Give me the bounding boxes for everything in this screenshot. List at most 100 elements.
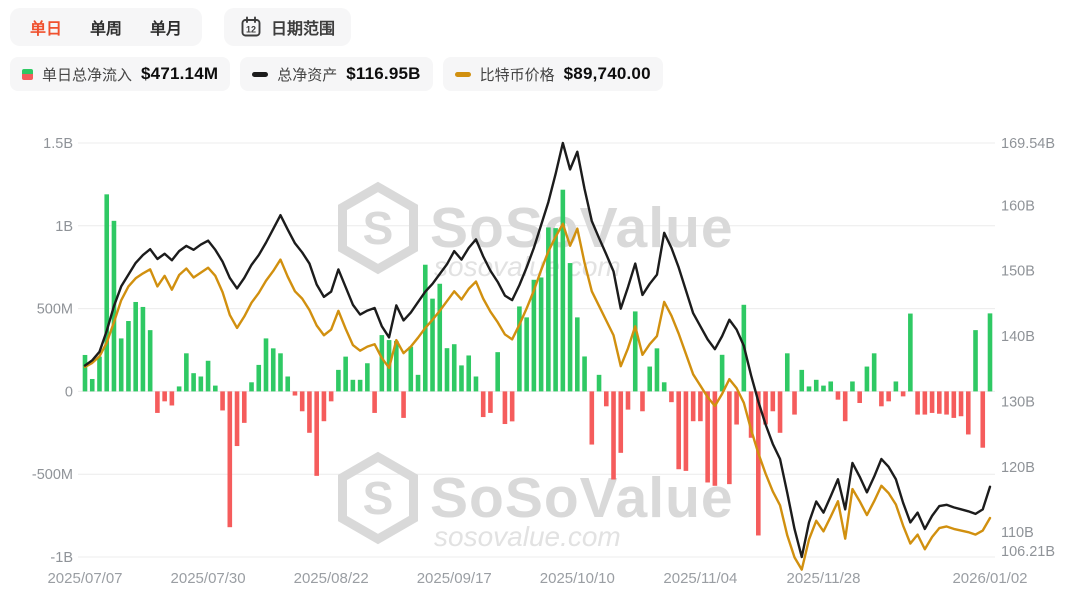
flow-bar[interactable] bbox=[531, 279, 537, 392]
flow-bar[interactable] bbox=[625, 391, 631, 410]
flow-bar[interactable] bbox=[850, 381, 855, 392]
flow-bar[interactable] bbox=[770, 391, 776, 412]
flow-bar[interactable] bbox=[603, 391, 609, 407]
flow-bar[interactable] bbox=[140, 306, 146, 392]
flow-bar[interactable] bbox=[191, 373, 196, 392]
flow-bar[interactable] bbox=[89, 378, 95, 392]
flow-bar[interactable] bbox=[582, 356, 587, 392]
flow-bar[interactable] bbox=[987, 313, 993, 392]
flow-bar[interactable] bbox=[292, 391, 298, 396]
flow-bar[interactable] bbox=[82, 354, 88, 392]
flow-bar[interactable] bbox=[611, 391, 616, 480]
flow-bar[interactable] bbox=[893, 381, 899, 392]
flow-bar[interactable] bbox=[278, 353, 283, 392]
flow-bar[interactable] bbox=[828, 381, 834, 392]
legend-total-net-assets[interactable]: 总净资产 $116.95B bbox=[240, 57, 433, 91]
flow-bar[interactable] bbox=[321, 391, 327, 422]
flow-bar[interactable] bbox=[799, 369, 805, 392]
flow-bar[interactable] bbox=[575, 317, 580, 392]
flow-bar[interactable] bbox=[451, 344, 457, 392]
flow-bar[interactable] bbox=[864, 366, 870, 392]
flow-bar[interactable] bbox=[973, 330, 978, 392]
flow-bar[interactable] bbox=[488, 391, 493, 413]
flow-bar[interactable] bbox=[813, 379, 819, 392]
flow-bar[interactable] bbox=[394, 340, 399, 392]
flow-bar[interactable] bbox=[690, 391, 696, 422]
flow-bar[interactable] bbox=[343, 356, 348, 392]
flow-bar[interactable] bbox=[596, 374, 602, 392]
flow-bar[interactable] bbox=[951, 391, 957, 418]
legend-btc-price[interactable]: 比特币价格 $89,740.00 bbox=[442, 57, 663, 91]
flow-bar[interactable] bbox=[676, 391, 681, 470]
flow-bar[interactable] bbox=[184, 353, 189, 392]
flow-bar[interactable] bbox=[683, 391, 689, 471]
flow-bar[interactable] bbox=[350, 379, 356, 392]
flow-bar[interactable] bbox=[198, 376, 204, 392]
flow-bar[interactable] bbox=[922, 391, 928, 415]
tab-monthly[interactable]: 单月 bbox=[136, 11, 196, 43]
flow-bar[interactable] bbox=[857, 391, 862, 403]
flow-bar[interactable] bbox=[249, 382, 254, 392]
flow-bar[interactable] bbox=[176, 386, 182, 392]
flow-bar[interactable] bbox=[357, 379, 363, 392]
date-range-button[interactable]: 12 日期范围 bbox=[224, 8, 352, 46]
flow-bar[interactable] bbox=[908, 313, 913, 392]
flow-bar[interactable] bbox=[879, 391, 884, 407]
flow-bar[interactable] bbox=[958, 391, 964, 417]
flow-bar[interactable] bbox=[705, 391, 710, 483]
flow-bar[interactable] bbox=[538, 277, 544, 392]
flow-bar[interactable] bbox=[104, 194, 110, 392]
flow-bar[interactable] bbox=[727, 391, 732, 485]
flow-bar[interactable] bbox=[336, 369, 341, 392]
flow-bar[interactable] bbox=[835, 391, 841, 400]
flow-bar[interactable] bbox=[495, 352, 500, 392]
flow-bar[interactable] bbox=[256, 364, 262, 392]
flow-bar[interactable] bbox=[480, 391, 486, 418]
flow-bar[interactable] bbox=[430, 298, 435, 392]
flow-bar[interactable] bbox=[567, 263, 573, 392]
flow-bar[interactable] bbox=[365, 363, 370, 392]
flow-bar[interactable] bbox=[669, 391, 674, 403]
flow-bar[interactable] bbox=[415, 374, 421, 392]
flow-bar[interactable] bbox=[654, 348, 660, 392]
flow-bar[interactable] bbox=[155, 391, 160, 413]
flow-bar[interactable] bbox=[777, 391, 783, 433]
flow-bar[interactable] bbox=[560, 189, 566, 392]
flow-bar[interactable] bbox=[980, 391, 986, 448]
flow-bar[interactable] bbox=[806, 386, 812, 392]
flow-bar[interactable] bbox=[408, 346, 414, 392]
flow-bar[interactable] bbox=[517, 306, 522, 392]
legend-daily-net-inflow[interactable]: 单日总净流入 $471.14M bbox=[10, 57, 231, 91]
flow-bar[interactable] bbox=[162, 391, 167, 402]
flow-bar[interactable] bbox=[444, 348, 450, 392]
flow-bar[interactable] bbox=[929, 391, 935, 413]
btc-price-line[interactable] bbox=[83, 222, 992, 571]
flow-bar[interactable] bbox=[509, 391, 515, 422]
flow-bar[interactable] bbox=[719, 354, 725, 392]
flow-bar[interactable] bbox=[97, 356, 102, 392]
flow-bar[interactable] bbox=[372, 391, 377, 413]
flow-bar[interactable] bbox=[712, 391, 718, 486]
flow-bar[interactable] bbox=[553, 228, 558, 392]
flow-bar[interactable] bbox=[698, 391, 703, 422]
flow-bar[interactable] bbox=[437, 283, 443, 392]
flow-bar[interactable] bbox=[589, 391, 595, 445]
flow-bar[interactable] bbox=[632, 311, 638, 392]
flow-bar[interactable] bbox=[205, 360, 211, 392]
flow-bar[interactable] bbox=[965, 391, 971, 435]
flow-bar[interactable] bbox=[756, 391, 761, 536]
flow-bar[interactable] bbox=[915, 391, 920, 415]
flow-bar[interactable] bbox=[763, 391, 768, 425]
flow-bar[interactable] bbox=[126, 321, 131, 392]
flow-bar[interactable] bbox=[886, 391, 891, 402]
flow-bar[interactable] bbox=[618, 391, 624, 453]
flow-bar[interactable] bbox=[459, 365, 464, 392]
flow-bar[interactable] bbox=[821, 385, 826, 392]
net-assets-line[interactable] bbox=[83, 141, 992, 559]
flow-bar[interactable] bbox=[466, 355, 472, 392]
flow-bar[interactable] bbox=[307, 391, 312, 433]
flow-bar[interactable] bbox=[379, 335, 385, 392]
flow-bar[interactable] bbox=[213, 385, 218, 392]
flow-bar[interactable] bbox=[647, 366, 653, 392]
